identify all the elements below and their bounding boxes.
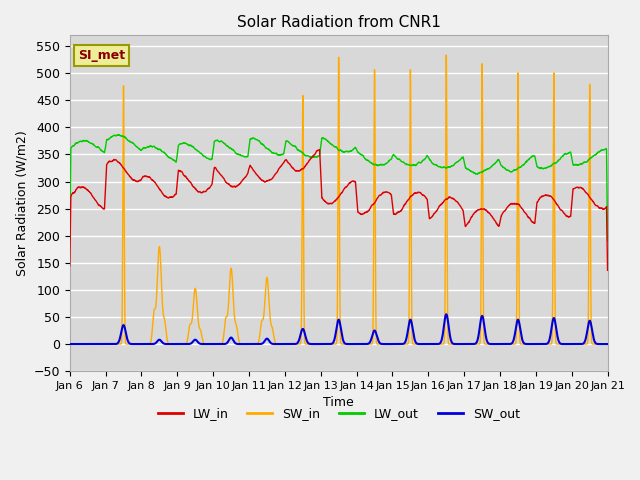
X-axis label: Time: Time — [323, 396, 354, 409]
Text: SI_met: SI_met — [78, 49, 125, 62]
Legend: LW_in, SW_in, LW_out, SW_out: LW_in, SW_in, LW_out, SW_out — [153, 402, 525, 425]
Title: Solar Radiation from CNR1: Solar Radiation from CNR1 — [237, 15, 440, 30]
Y-axis label: Solar Radiation (W/m2): Solar Radiation (W/m2) — [15, 131, 28, 276]
